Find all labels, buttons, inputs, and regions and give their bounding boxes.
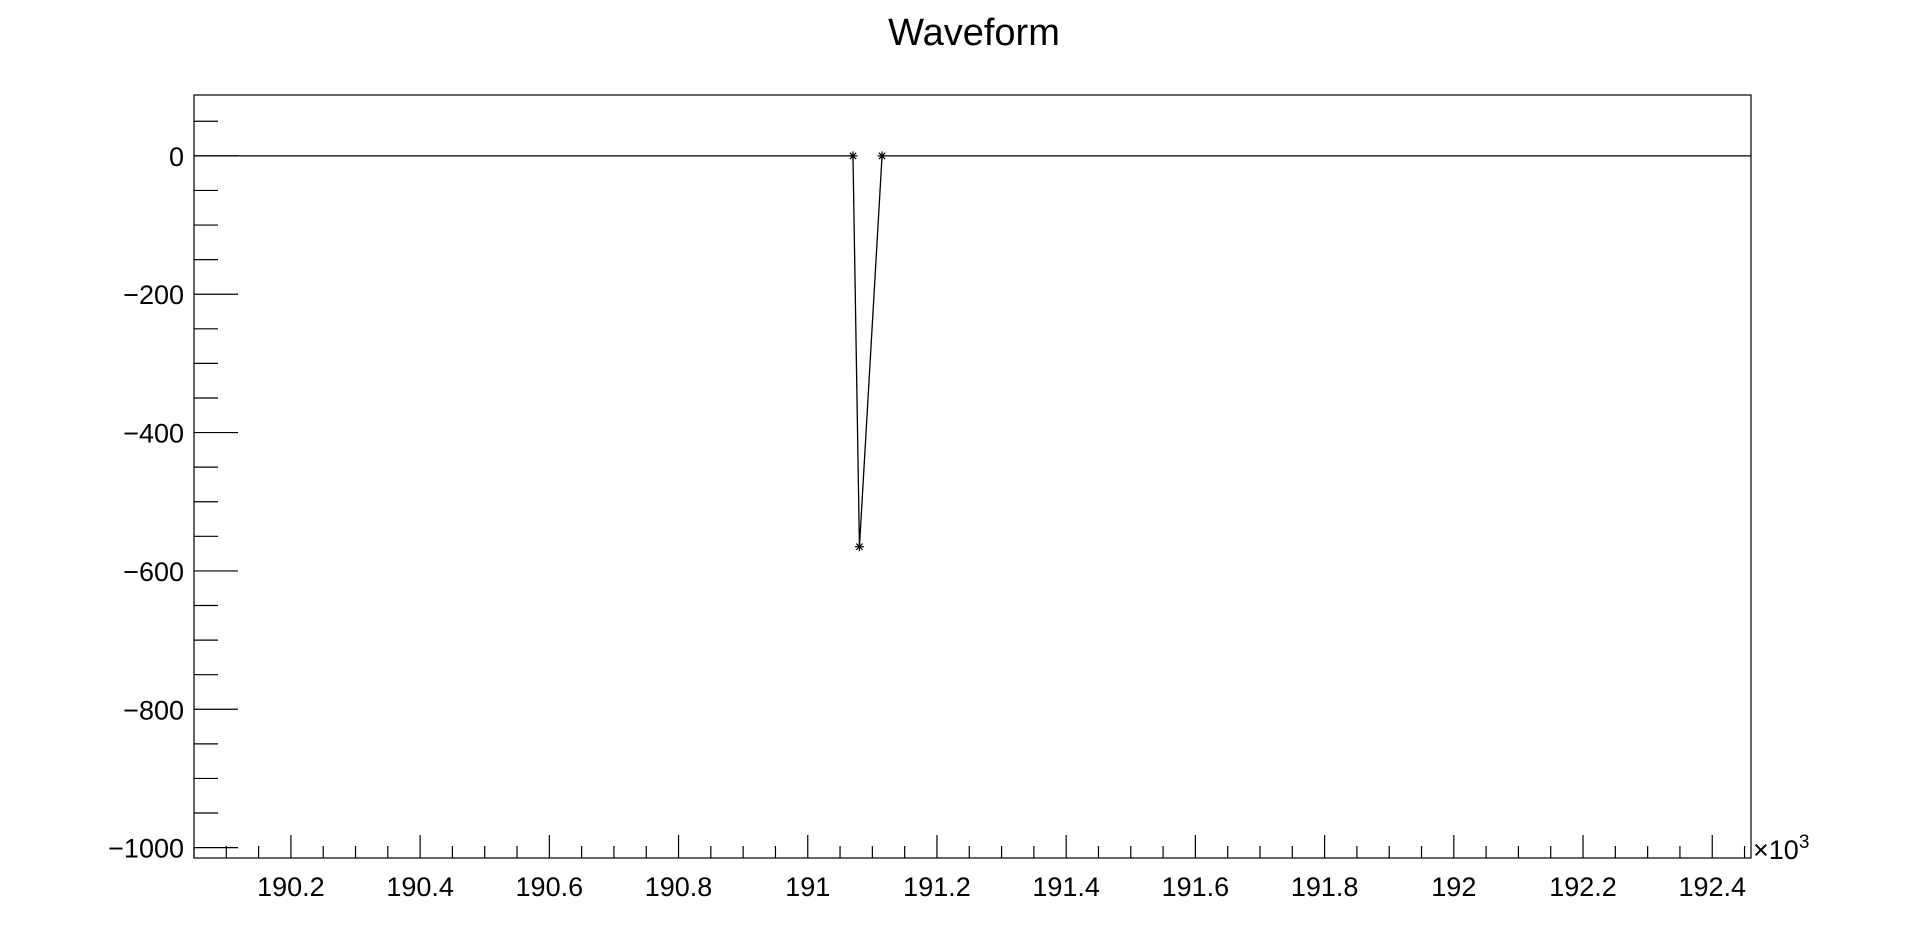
x-tick-label: 190.8 [645, 872, 713, 902]
marker-stroke [855, 543, 864, 551]
marker-stroke [878, 152, 886, 160]
y-tick-label: −800 [123, 695, 184, 725]
y-tick-label: −1000 [108, 834, 184, 864]
x-tick-label: 192.4 [1678, 872, 1746, 902]
x-tick-label: 192.2 [1549, 872, 1617, 902]
x-axis: 190.2 190.4 190.6 190.8 191 191.2 191.4 191.6 19… [193, 835, 1746, 902]
x-tick-label: 191.2 [903, 872, 971, 902]
x-tick-label: 190.4 [386, 872, 454, 902]
y-tick-label: −600 [123, 557, 184, 587]
x-tick-label: 191.8 [1291, 872, 1359, 902]
y-tick-label: −400 [123, 419, 184, 449]
x-axis-multiplier: ×103 [1753, 832, 1809, 865]
x-tick-label: 190.6 [516, 872, 584, 902]
chart-title: Waveform [888, 12, 1060, 54]
x-tick-label: 191.6 [1162, 872, 1230, 902]
waveform-line [194, 155, 1751, 547]
x-tick-label: 192 [1431, 872, 1476, 902]
data-point-marker [877, 151, 887, 161]
data-point-marker [854, 542, 864, 552]
x-axis-multiplier-exponent: 3 [1799, 832, 1810, 853]
x-tick-label: 191.4 [1032, 872, 1100, 902]
marker-stroke [849, 152, 857, 160]
x-tick-label: 190.2 [257, 872, 325, 902]
y-tick-label: 0 [169, 142, 184, 172]
plot-frame [193, 94, 1752, 859]
y-axis: 0 −200 −400 −600 −800 −1000 [108, 120, 238, 864]
data-point-marker [848, 151, 858, 161]
x-axis-multiplier-base: ×10 [1753, 835, 1799, 865]
series-layer [194, 151, 1751, 552]
y-tick-label: −200 [123, 280, 184, 310]
x-tick-label: 191 [785, 872, 830, 902]
